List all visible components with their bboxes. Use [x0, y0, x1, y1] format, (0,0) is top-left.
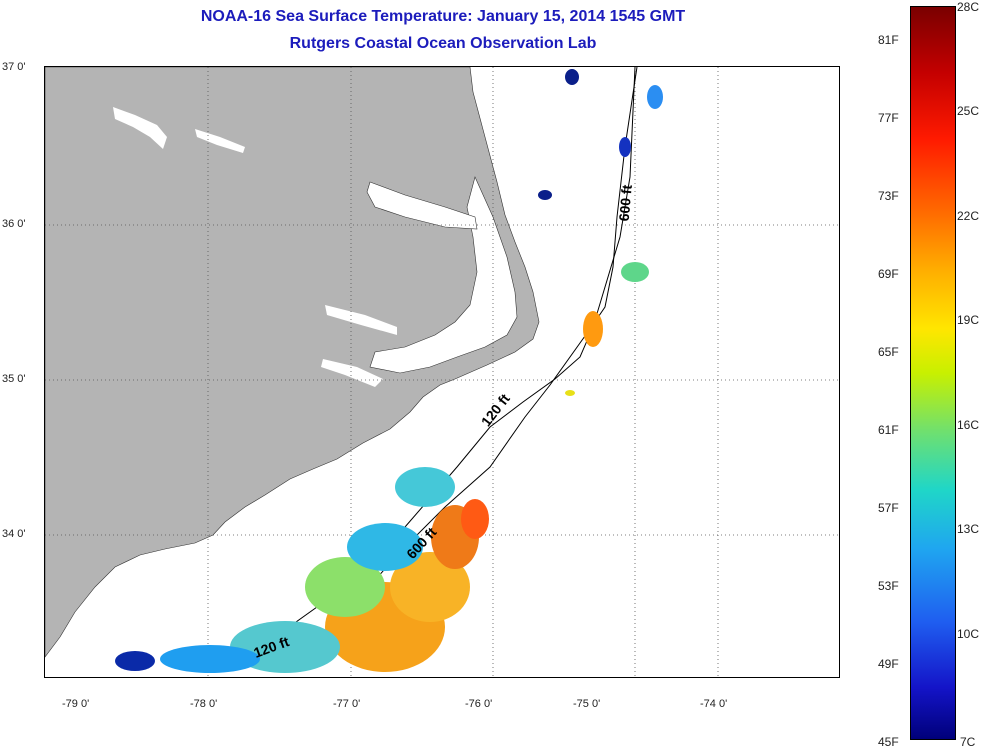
inland-river-2	[195, 129, 245, 153]
colorbar-label-c: 22C	[957, 209, 980, 223]
map-title: NOAA-16 Sea Surface Temperature: January…	[200, 8, 686, 25]
sst-patch	[565, 69, 579, 85]
pamlico-sound	[369, 176, 518, 374]
map-subtitle: Rutgers Coastal Ocean Observation Lab	[289, 35, 597, 52]
colorbar-label-c: 10C	[957, 627, 980, 641]
sst-patch	[565, 390, 575, 396]
lat-label: 35 0'	[2, 373, 26, 385]
colorbar-label-f: 45F	[878, 735, 899, 749]
colorbar-label-c: 28C	[957, 0, 980, 14]
temperature-colorbar	[910, 6, 956, 740]
colorbar-label-c: 19C	[957, 313, 980, 327]
sst-patch	[395, 467, 455, 507]
lon-label: -75 0'	[573, 698, 601, 710]
sst-patch	[461, 499, 489, 539]
albemarle-sound	[366, 181, 478, 230]
lon-label: -78 0'	[190, 698, 218, 710]
lon-label: -74 0'	[700, 698, 728, 710]
colorbar-label-f: 65F	[878, 345, 899, 359]
colorbar-label-f: 77F	[878, 111, 899, 125]
colorbar-label-c: 25C	[957, 104, 980, 118]
map-canvas	[45, 67, 839, 677]
contour-label-600ft: 600 ft	[615, 184, 635, 222]
colorbar-label-f: 69F	[878, 267, 899, 281]
sst-patch	[390, 552, 470, 622]
sst-patch	[160, 645, 260, 673]
colorbar-label-c: 13C	[957, 522, 980, 536]
colorbar-label-c: 16C	[957, 418, 980, 432]
sst-patch	[583, 311, 603, 347]
colorbar-label-f: 61F	[878, 423, 899, 437]
lon-label: -77 0'	[333, 698, 361, 710]
colorbar-label-f: 81F	[878, 33, 899, 47]
colorbar-label-f: 73F	[878, 189, 899, 203]
lon-label: -79 0'	[62, 698, 90, 710]
colorbar-label-f: 53F	[878, 579, 899, 593]
colorbar-label-f: 57F	[878, 501, 899, 515]
sst-patch	[647, 85, 663, 109]
sst-patch	[347, 523, 423, 571]
sst-patch	[305, 557, 385, 617]
sst-patch	[538, 190, 552, 200]
inland-river-1	[113, 107, 167, 149]
sst-patch	[115, 651, 155, 671]
inland-river-4	[321, 359, 383, 387]
sst-patch	[621, 262, 649, 282]
lon-label: -76 0'	[465, 698, 493, 710]
lat-label: 37 0'	[2, 61, 26, 73]
sst-map: 600 ft 120 ft 600 ft 120 ft	[44, 66, 840, 678]
colorbar-label-c: 7C	[960, 735, 976, 749]
colorbar-label-f: 49F	[878, 657, 899, 671]
lat-label: 34 0'	[2, 528, 26, 540]
land-mass	[45, 67, 540, 658]
lat-label: 36 0'	[2, 218, 26, 230]
sst-patch	[619, 137, 631, 157]
sst-data	[115, 69, 663, 673]
inland-river-3	[325, 305, 397, 335]
